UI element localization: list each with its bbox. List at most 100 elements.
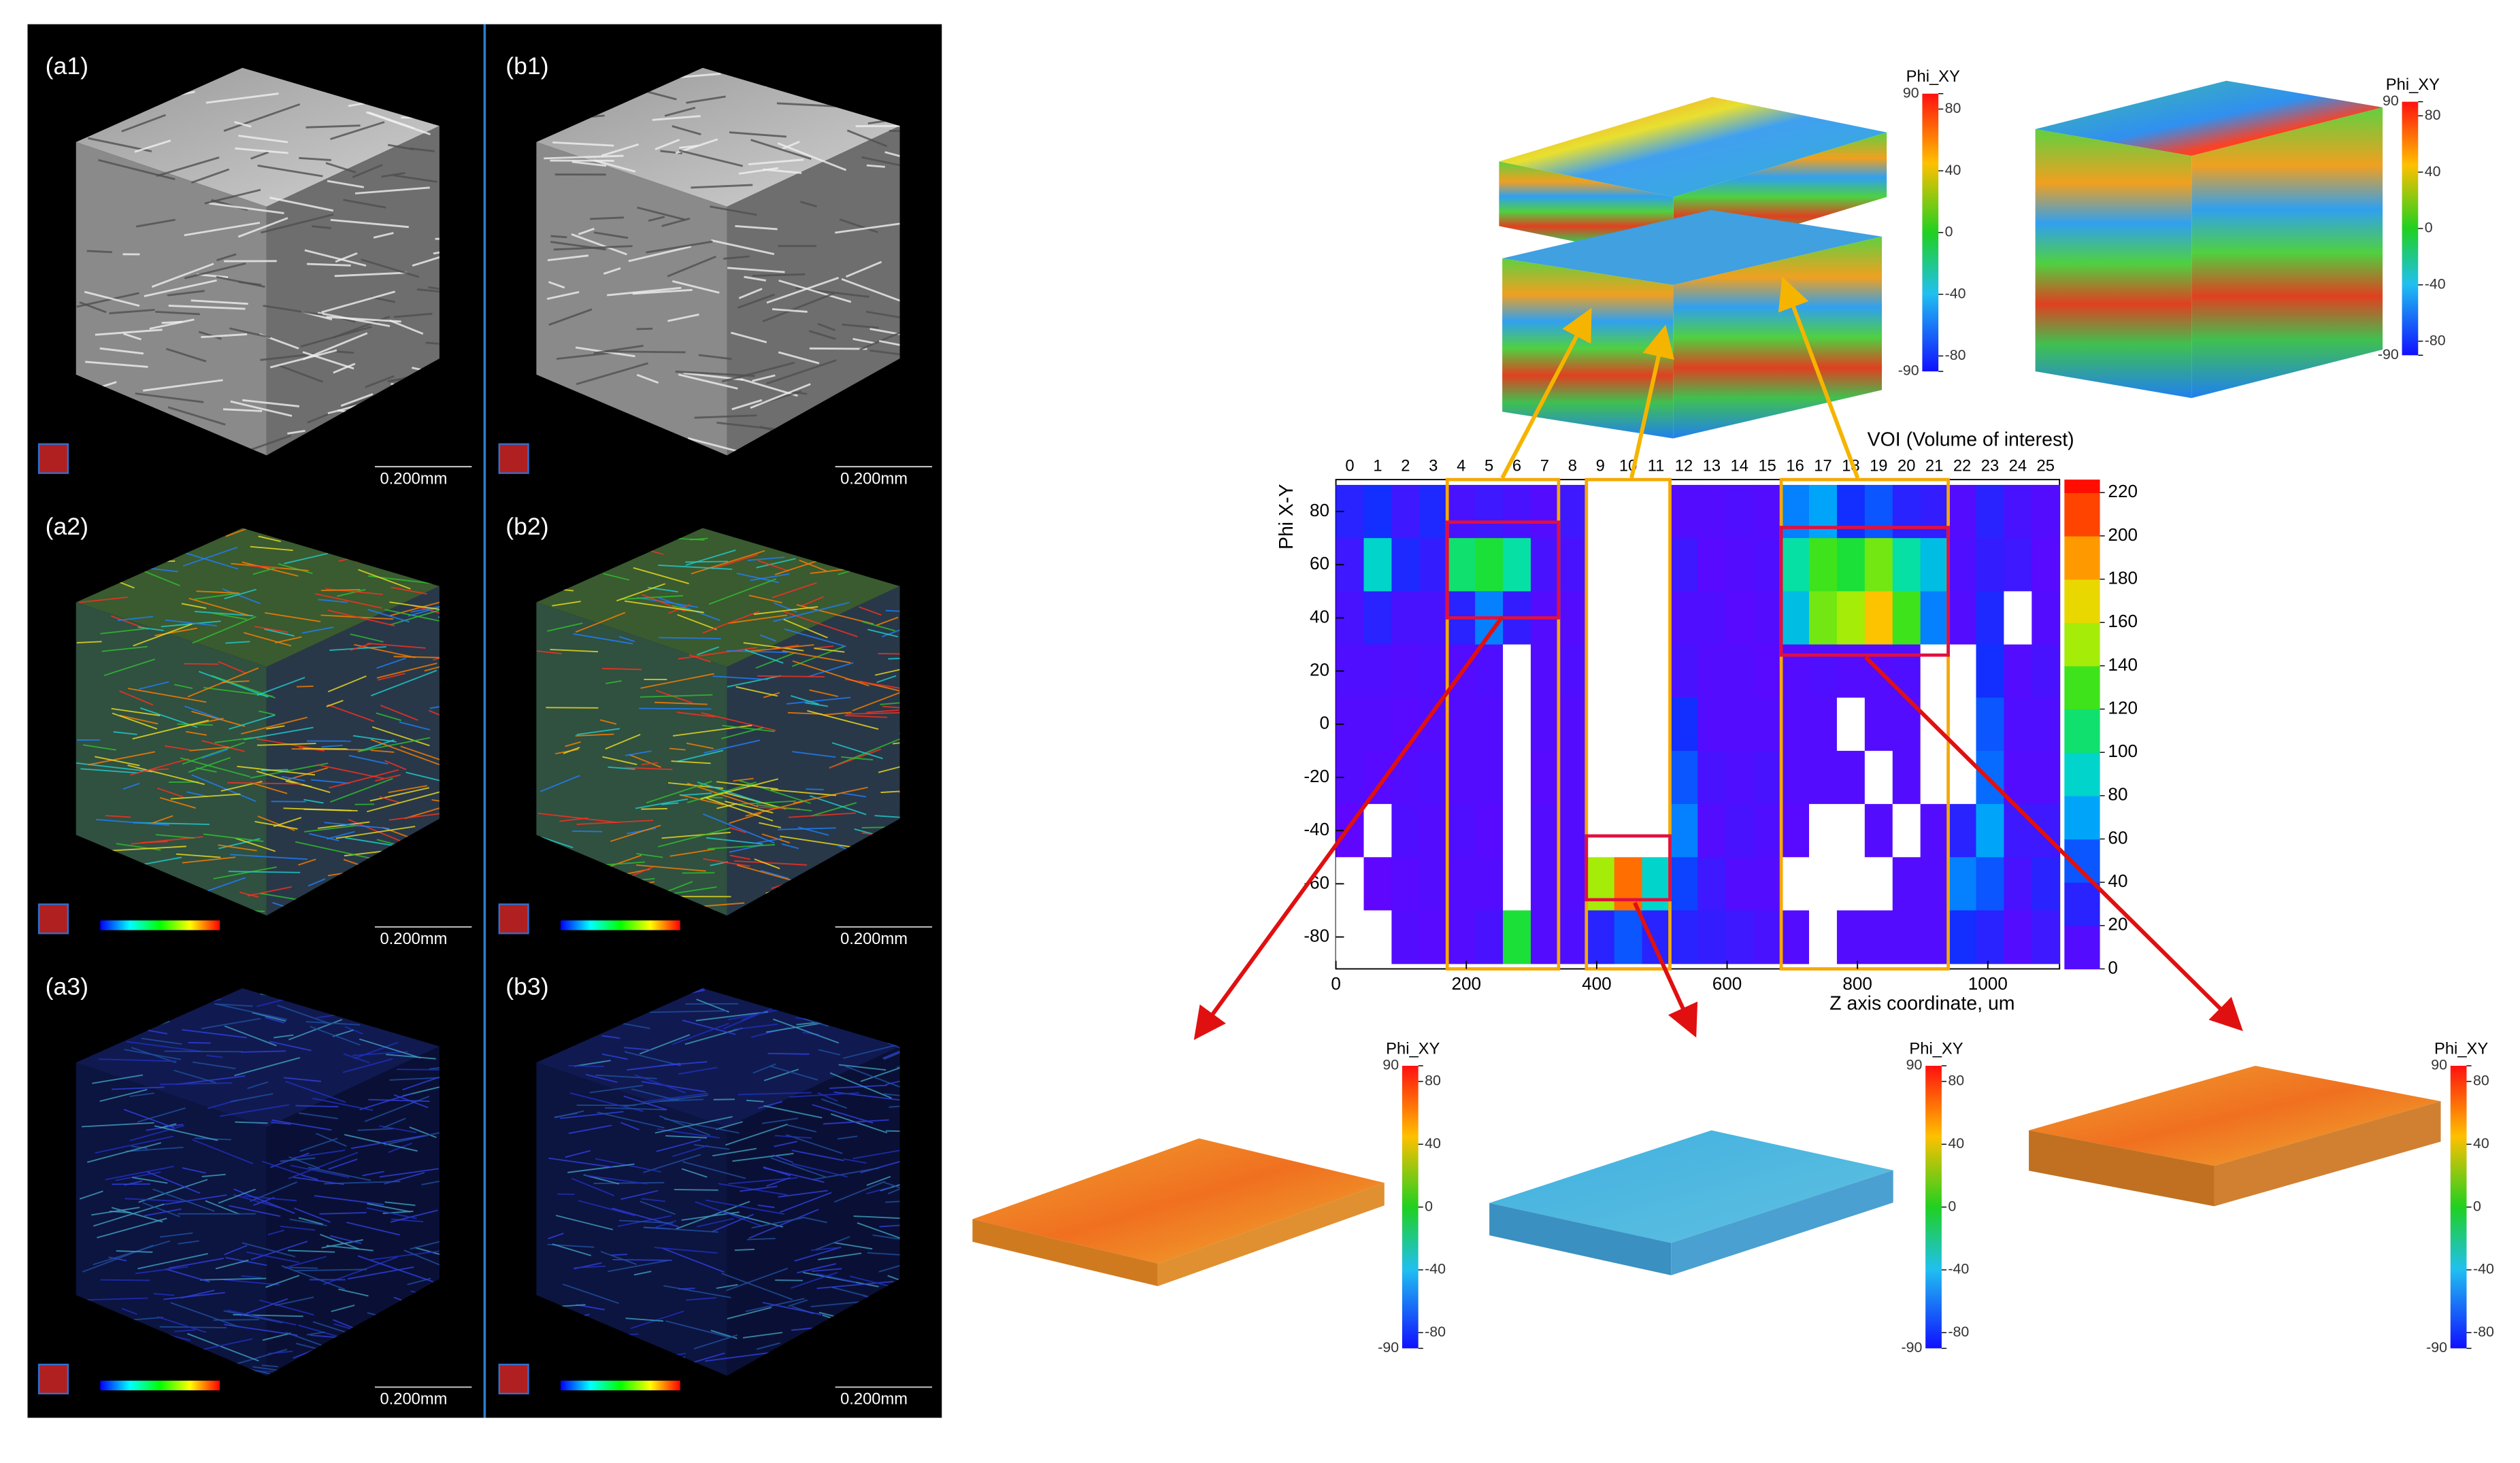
heat-cell <box>1391 644 1421 699</box>
fiber <box>597 1111 665 1129</box>
fiber <box>131 1145 148 1149</box>
heat-cell <box>1836 910 1866 964</box>
heat-cell <box>1475 804 1504 858</box>
fiber <box>281 1265 346 1290</box>
heat-cell <box>1503 910 1531 964</box>
colorbar-tick-label: 0 <box>1425 1198 1433 1214</box>
fiber <box>247 1081 269 1090</box>
arrow <box>1500 307 1592 480</box>
fiber <box>144 1208 182 1217</box>
fiber <box>758 1100 782 1109</box>
fiber <box>271 1122 291 1125</box>
fiber <box>168 1258 224 1269</box>
fiber <box>222 408 263 412</box>
heat-cell <box>1586 591 1615 645</box>
colorbar-tick-label: -90 <box>1378 1339 1399 1356</box>
heat-cell <box>1586 484 1615 539</box>
voi-label: 16 <box>1786 457 1804 475</box>
voi-label: 7 <box>1540 457 1549 475</box>
heat-cell <box>1809 750 1838 805</box>
fiber <box>611 1254 627 1256</box>
fiber <box>305 124 361 129</box>
fiber <box>729 826 746 834</box>
fiber <box>593 231 629 239</box>
fiber <box>326 316 401 323</box>
fiber <box>223 103 301 132</box>
fiber <box>347 1266 414 1280</box>
fiber <box>247 886 293 897</box>
fiber <box>658 565 733 570</box>
heat-cell <box>1391 804 1421 858</box>
heat-cell <box>1697 910 1727 964</box>
heat-cell <box>1697 591 1727 645</box>
fiber <box>747 1237 776 1241</box>
fiber <box>428 709 440 736</box>
fiber <box>211 675 276 699</box>
heat-cell <box>1809 804 1838 858</box>
fiber <box>343 1053 370 1064</box>
heat-cell <box>1753 538 1782 592</box>
fiber <box>181 1290 215 1299</box>
heat-cell <box>1725 857 1754 911</box>
fiber <box>358 569 411 590</box>
heat-cell <box>1864 910 1893 964</box>
fiber <box>751 1217 803 1229</box>
block-top <box>2029 1065 2441 1166</box>
heat-cell <box>1948 538 1977 592</box>
fiber <box>752 1063 776 1074</box>
x-tick-label: 1000 <box>1968 973 2008 994</box>
colorbar-tick-label: 90 <box>1906 1057 1923 1073</box>
fiber <box>239 891 259 898</box>
fiber <box>366 1207 417 1220</box>
heat-cell <box>1614 484 1643 539</box>
fiber <box>242 1242 296 1258</box>
fiber <box>878 339 900 356</box>
fiber <box>762 292 835 322</box>
heat-cell <box>1948 804 1977 858</box>
heat-cell <box>1976 644 2005 699</box>
fiber <box>259 710 276 716</box>
fiber <box>317 312 391 327</box>
fiber <box>747 556 785 561</box>
fiber <box>703 739 761 754</box>
fiber <box>721 1273 793 1300</box>
heat-cell <box>1697 857 1727 911</box>
colorbar-tick-label: 80 <box>2473 1073 2489 1089</box>
fiber <box>321 744 343 748</box>
heat-cell <box>1920 910 1949 964</box>
fiber <box>288 1156 320 1169</box>
heat-cell <box>1809 591 1838 645</box>
fiber <box>330 777 393 803</box>
colorbar-title: Phi_XY <box>2434 1040 2488 1058</box>
fiber <box>181 603 207 609</box>
heat-cell <box>1753 697 1782 752</box>
fiber <box>610 824 661 842</box>
heat-cell <box>1753 857 1782 911</box>
fiber <box>241 1275 262 1279</box>
heat-cell <box>1725 750 1754 805</box>
heat-cell <box>1475 538 1504 592</box>
fiber <box>298 1112 338 1120</box>
colorbar-tick-label: 80 <box>1945 100 1961 116</box>
heat-cell <box>1447 750 1476 805</box>
fiber <box>365 375 395 388</box>
fiber <box>852 337 876 344</box>
heat-cell <box>1836 697 1866 752</box>
fiber <box>123 1109 175 1128</box>
fiber <box>723 255 750 260</box>
fiber <box>548 1232 564 1240</box>
fiber <box>295 841 371 859</box>
fiber <box>659 1098 703 1103</box>
fiber <box>86 1142 162 1163</box>
voi-label: 8 <box>1568 457 1577 475</box>
fiber <box>284 552 329 565</box>
fiber <box>257 815 295 831</box>
fiber <box>159 1326 227 1328</box>
fiber <box>261 1160 305 1177</box>
fiber <box>165 348 207 363</box>
fiber <box>575 733 614 737</box>
color-legend <box>560 920 680 930</box>
fiber <box>757 1204 775 1209</box>
heat-cell <box>1948 484 1977 539</box>
fiber <box>174 1329 195 1332</box>
